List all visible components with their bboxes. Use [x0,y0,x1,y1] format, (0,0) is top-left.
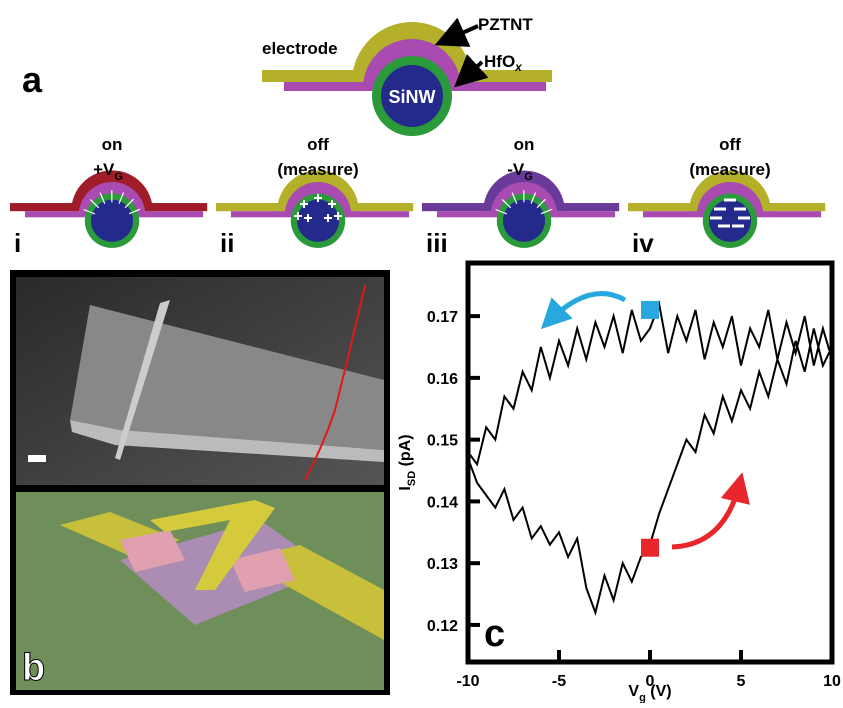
panel-label: a [22,59,43,100]
x-tick-label: 10 [823,673,841,690]
state-numeral: iii [426,228,448,258]
panel-label: b [22,647,45,689]
state-note: (measure) [277,160,358,179]
state-label: on [514,135,535,154]
layer-label: HfOx [484,52,523,74]
y-tick-label: 0.16 [427,371,458,388]
sinw-core [709,200,751,242]
x-tick-label: -5 [552,673,566,690]
y-tick-label: 0.12 [427,618,458,635]
figure: SiNWon+VGioff(measure)iion-VGiiioff(meas… [0,0,843,703]
device [628,170,825,248]
y-tick-label: 0.13 [427,556,458,573]
state-note: (measure) [689,160,770,179]
layer-label: electrode [262,39,338,58]
marker [641,301,659,319]
x-tick-label: 5 [737,673,746,690]
data-line [468,304,832,613]
y-tick-label: 0.14 [427,494,458,511]
state-label: off [719,135,741,154]
core-label: SiNW [389,87,436,107]
x-axis-title: Vg (V) [628,683,671,703]
y-tick-label: 0.15 [427,433,458,450]
device [10,170,207,248]
panel-label: c [484,613,505,655]
sweep-arrow [672,482,740,547]
state-numeral: i [14,228,21,258]
device [216,170,413,248]
state-numeral: ii [220,228,234,258]
device [422,170,619,247]
plot-frame [468,263,832,662]
marker [641,539,659,557]
state-numeral: iv [632,228,654,258]
y-tick-label: 0.17 [427,309,458,326]
state-label: off [307,135,329,154]
state-label: on [102,135,123,154]
scale-bar [28,455,46,462]
layer-label: PZTNT [478,15,533,34]
y-axis-title: ISD (pA) [397,434,418,490]
schematic: SiNWon+VGioff(measure)iion-VGiiioff(meas… [10,22,825,258]
x-tick-label: -10 [456,673,479,690]
